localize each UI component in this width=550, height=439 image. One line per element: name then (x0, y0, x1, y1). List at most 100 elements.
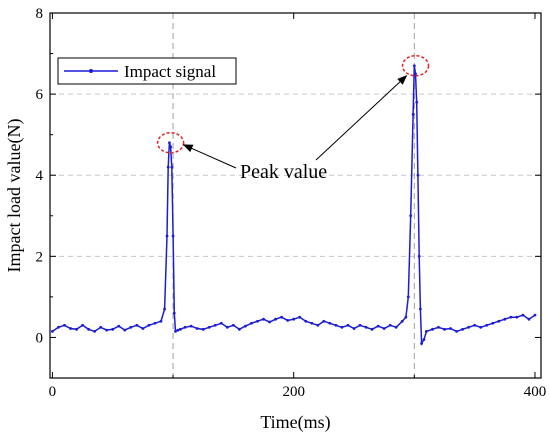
data-point (521, 313, 525, 317)
data-point (497, 319, 501, 323)
data-point (416, 173, 420, 177)
data-point (117, 324, 121, 328)
gridlines (50, 93, 541, 257)
data-point (415, 100, 419, 104)
data-point (394, 325, 398, 329)
data-point (75, 327, 78, 331)
axis-ticks (50, 12, 541, 379)
data-point (292, 317, 296, 321)
x-tick-label-200: 200 (282, 384, 305, 400)
data-point (382, 327, 386, 330)
data-point (437, 325, 440, 329)
data-point (123, 328, 127, 332)
tick-labels: 0 200 400 0 2 4 6 8 (36, 6, 547, 400)
data-point (250, 321, 253, 325)
data-point (346, 323, 350, 327)
data-point (129, 325, 133, 329)
data-point (424, 329, 428, 333)
data-point (449, 327, 452, 330)
data-point (178, 327, 182, 331)
data-point (409, 214, 413, 218)
data-point (171, 234, 175, 238)
arrow-to-peak-1 (182, 144, 237, 169)
data-point (51, 329, 54, 333)
data-point (57, 325, 60, 329)
data-point (310, 321, 314, 325)
data-point (404, 315, 408, 319)
data-point (135, 323, 139, 327)
data-point (443, 327, 446, 331)
data-point (213, 323, 217, 327)
x-axis-label: Time(ms) (260, 412, 330, 433)
x-tick-label-400: 400 (524, 384, 547, 400)
data-point (280, 315, 284, 319)
data-point (467, 325, 471, 329)
y-axis-label: Impact load value(N) (4, 119, 25, 273)
data-point (170, 165, 174, 169)
data-point (169, 145, 173, 149)
data-point (340, 325, 344, 329)
annotations: Peak value (156, 54, 430, 183)
peak-highlight-1 (401, 54, 430, 77)
data-point (417, 254, 421, 258)
data-point (238, 327, 241, 331)
y-tick-label-0: 0 (36, 330, 44, 346)
data-point (388, 323, 392, 327)
data-point (63, 323, 66, 327)
legend-entry-impact-signal: Impact signal (124, 62, 216, 81)
y-tick-label-2: 2 (36, 249, 44, 265)
legend-box (57, 57, 237, 85)
data-point (370, 327, 374, 331)
data-point (304, 319, 308, 323)
data-point (298, 315, 302, 319)
data-point (418, 307, 422, 311)
data-point (219, 321, 223, 325)
y-tick-label-6: 6 (36, 87, 44, 103)
data-point (195, 327, 199, 330)
data-point (166, 165, 170, 169)
data-point (527, 317, 531, 321)
data-point (81, 323, 84, 327)
data-point (159, 319, 163, 323)
series-line-0 (51, 65, 536, 347)
data-point (412, 64, 416, 68)
data-point (358, 323, 362, 327)
data-point (328, 321, 332, 325)
data-point (479, 325, 483, 329)
data-point (420, 342, 423, 345)
data-point (111, 327, 115, 331)
data-point (176, 328, 180, 332)
data-point (225, 325, 229, 329)
data-point (406, 295, 410, 299)
data-point (274, 317, 277, 321)
data-point (503, 317, 507, 321)
data-point (207, 325, 211, 329)
data-point (189, 324, 193, 328)
data-point (364, 325, 368, 329)
legend-marker (89, 69, 93, 73)
data-point (174, 329, 177, 333)
data-point (244, 324, 247, 328)
data-point (533, 313, 537, 317)
data-point (99, 325, 103, 329)
x-tick-label-0: 0 (49, 384, 57, 400)
data-point (141, 327, 145, 330)
data-point (515, 315, 519, 319)
legend: Impact signal (57, 57, 237, 85)
data-point (256, 319, 259, 323)
data-point (183, 325, 187, 329)
data-point (491, 321, 495, 325)
data-point (268, 320, 271, 324)
data-point (153, 321, 157, 325)
data-point (473, 323, 477, 327)
data-point (411, 112, 415, 116)
arrow-to-peak-2 (315, 75, 408, 161)
peak-highlight-0 (156, 132, 185, 154)
data-point (376, 324, 380, 328)
data-point (422, 338, 426, 341)
series-layer (51, 64, 537, 347)
data-point (231, 323, 235, 327)
data-point (286, 319, 290, 322)
data-point (352, 327, 356, 330)
